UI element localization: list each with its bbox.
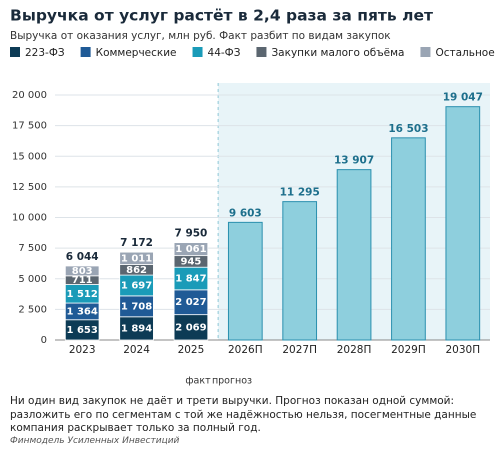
y-tick-label: 20 000	[12, 90, 47, 101]
bar-segment	[173, 242, 209, 257]
chart: Выручка от услуг растёт в 2,4 раза за пя…	[10, 7, 495, 387]
legend-label: Коммерческие	[96, 47, 177, 59]
total-label: 9 603	[229, 207, 262, 219]
x-tick-label: 2023	[69, 344, 96, 356]
x-tick-label: 2025	[178, 344, 205, 356]
segment-label: 945	[181, 256, 202, 267]
x-tick-label: 2024	[123, 344, 150, 356]
source: Финмодель Усиленных Инвестиций	[10, 436, 180, 446]
total-label: 16 503	[388, 123, 428, 135]
segment-label: 1 697	[121, 280, 152, 291]
legend-swatch	[10, 47, 20, 57]
legend-label: 223-ФЗ	[25, 47, 65, 59]
legend-label: Закупки малого объёма	[271, 47, 404, 59]
total-label: 7 950	[174, 228, 207, 240]
legend-swatch	[420, 47, 431, 57]
segment-label: 1 364	[67, 306, 98, 317]
total-label: 6 044	[66, 251, 99, 263]
region-label: прогноз	[212, 376, 252, 387]
chart-title: Выручка от услуг растёт в 2,4 раза за пя…	[10, 7, 433, 25]
total-label: 11 295	[280, 187, 320, 199]
forecast-bar	[282, 201, 318, 341]
footnote: Ни один вид закупок не даёт и трети выру…	[10, 395, 477, 434]
y-tick-label: 10 000	[12, 213, 47, 224]
chart-subtitle: Выручка от оказания услуг, млн руб. Факт…	[10, 30, 391, 42]
x-tick-label: 2028П	[337, 344, 372, 356]
legend-swatch	[192, 47, 203, 57]
segment-label: 803	[72, 266, 93, 277]
segment-label: 1 708	[121, 301, 152, 312]
segment-label: 862	[126, 265, 147, 276]
legend-label: 44-ФЗ	[208, 47, 241, 59]
forecast-bar	[391, 137, 426, 341]
y-tick-label: 17 500	[12, 121, 47, 132]
x-tick-label: 2027П	[282, 344, 317, 356]
segment-label: 1 011	[121, 253, 152, 264]
x-tick-label: 2026П	[228, 344, 263, 356]
segment-label: 1 847	[175, 274, 206, 285]
legend-label: Остальное	[435, 47, 494, 59]
total-label: 13 907	[334, 155, 374, 167]
segment-label: 1 061	[175, 244, 206, 255]
total-label: 7 172	[120, 237, 153, 249]
legend-swatch	[256, 47, 267, 57]
y-tick-label: 2 500	[18, 304, 47, 315]
x-tick-label: 2029П	[391, 344, 426, 356]
bar-segment	[173, 314, 209, 341]
bar-segment	[119, 251, 154, 265]
segment-label: 711	[72, 275, 93, 286]
y-tick-label: 7 500	[18, 243, 47, 254]
segment-label: 1 653	[67, 325, 98, 336]
segment-label: 2 027	[175, 297, 206, 308]
segment-label: 1 894	[121, 323, 152, 334]
y-tick-label: 5 000	[18, 274, 47, 285]
segment-label: 1 512	[67, 289, 98, 300]
bar-segment	[173, 289, 209, 316]
segment-label: 2 069	[175, 322, 206, 333]
x-tick-label: 2030П	[446, 344, 481, 356]
legend-swatch	[80, 47, 91, 57]
total-label: 19 047	[443, 92, 483, 104]
region-label: факт	[185, 376, 211, 387]
y-tick-label: 15 000	[12, 151, 47, 162]
forecast-bar	[336, 169, 372, 341]
forecast-bar	[445, 106, 481, 341]
forecast-bar	[227, 221, 263, 341]
y-tick-label: 12 500	[12, 182, 47, 193]
y-tick-label: 0	[41, 335, 47, 346]
bar-segment	[64, 265, 100, 277]
